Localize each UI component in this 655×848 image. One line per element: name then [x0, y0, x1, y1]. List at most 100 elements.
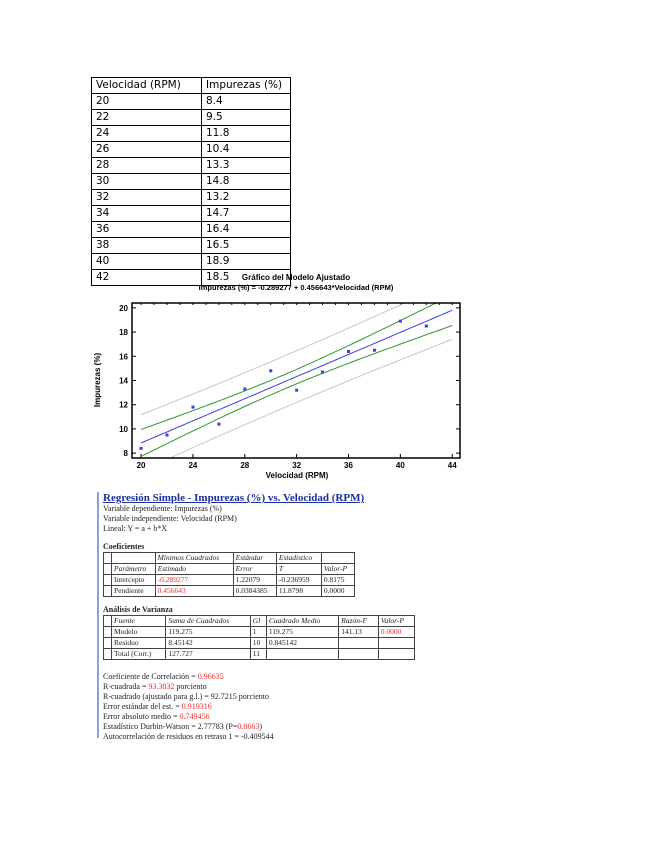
y-tick-label: 12	[119, 401, 128, 410]
statistic-label: Autocorrelación de residuos en retraso 1…	[103, 732, 274, 741]
column-header: Velocidad (RPM)	[91, 77, 202, 94]
statistic-line: Error estándar del est. = 0.919316	[103, 702, 423, 712]
table-cell: 24	[91, 125, 202, 142]
table-cell: 1	[249, 626, 267, 638]
y-tick-label: 8	[124, 449, 129, 458]
prediction-lower-line	[168, 338, 453, 458]
prediction-upper-line	[140, 303, 406, 416]
table-cell: 40	[91, 253, 202, 270]
table-cell: 8.4	[201, 93, 291, 110]
statistic-label: Error absoluto medio =	[103, 712, 180, 721]
table-row: Parámetro Estimado Error T Valor-P	[103, 563, 356, 575]
table-cell: 0.8175	[320, 574, 356, 586]
table-row: 20 8.4	[91, 93, 291, 110]
table-cell	[377, 637, 416, 649]
statistic-label: R-cuadrada =	[103, 682, 149, 691]
table-cell	[338, 648, 379, 660]
statistic-label: R-cuadrado (ajustado para g.l.) = 92.721…	[103, 692, 270, 701]
table-cell: Estándar	[232, 552, 277, 564]
table-row: 28 13.3	[91, 157, 291, 174]
table-row: 30 14.8	[91, 173, 291, 190]
statistic-value: 93.3832	[148, 682, 175, 691]
y-axis-label: Impurezas (%)	[93, 353, 102, 408]
table-cell: Valor-P	[377, 615, 416, 627]
table-cell: 42	[91, 269, 202, 286]
statistic-line: Autocorrelación de residuos en retraso 1…	[103, 732, 423, 742]
confidence-lower-line	[140, 325, 453, 457]
table-cell: Intercepto	[111, 574, 156, 586]
table-row: 34 14.7	[91, 205, 291, 222]
y-tick-label: 16	[119, 352, 128, 361]
table-cell: 0.0384385	[232, 585, 277, 597]
table-cell	[377, 648, 416, 660]
table-cell: 11.8798	[275, 585, 322, 597]
table-cell: Parámetro	[111, 563, 156, 575]
statistic-line: R-cuadrado (ajustado para g.l.) = 92.721…	[103, 692, 423, 702]
data-point	[347, 349, 351, 353]
table-cell	[265, 648, 340, 660]
data-point	[398, 319, 402, 323]
data-point	[191, 405, 195, 409]
table-row: Intercepto -0.289277 1.22079 -0.236959 0.817…	[103, 574, 356, 586]
table-row: Fuente Suma de Cuadrados Gl Cuadrado Medio R…	[103, 615, 416, 627]
table-cell: -0.289277	[154, 574, 234, 586]
table-cell: 16.5	[201, 237, 291, 254]
table-cell: 16.4	[201, 221, 291, 238]
table-cell	[320, 552, 356, 564]
table-cell: 18.5	[201, 269, 291, 286]
data-table: Velocidad (RPM) Impurezas (%) 20 8.4 22 9.5 24…	[91, 77, 291, 286]
statistic-suffix: porciento	[174, 682, 207, 691]
table-cell: 119.275	[265, 626, 340, 638]
chart-subtitle: Impurezas (%) = -0.289277 + 0.456643*Vel…	[199, 283, 394, 292]
table-cell: 32	[91, 189, 202, 206]
table-cell: Error	[232, 563, 277, 575]
model-type: Lineal: Y = a + b*X	[103, 524, 168, 533]
x-tick-label: 36	[344, 461, 353, 470]
y-tick-label: 18	[119, 328, 128, 337]
table-cell: Razón-F	[338, 615, 379, 627]
statistic-label: Coeficiente de Correlación =	[103, 672, 198, 681]
table-cell: Valor-P	[320, 563, 356, 575]
data-point	[139, 446, 143, 450]
table-cell: Gl	[249, 615, 267, 627]
table-cell: 13.3	[201, 157, 291, 174]
table-cell: 26	[91, 141, 202, 158]
table-header-row: Velocidad (RPM) Impurezas (%)	[91, 77, 291, 94]
table-cell: Cuadrado Medio	[265, 615, 340, 627]
table-row: Pendiente 0.456643 0.0384385 11.8798 0.0000	[103, 585, 356, 597]
column-header: Impurezas (%)	[201, 77, 291, 94]
data-point	[321, 370, 325, 374]
table-cell: Total (Corr.)	[110, 648, 167, 660]
anova-table: Fuente Suma de Cuadrados Gl Cuadrado Medio R…	[103, 615, 416, 660]
table-cell: 0.0000	[377, 626, 416, 638]
statistic-line: Estadístico Durbin-Watson = 2.77783 (P=0…	[103, 722, 423, 732]
table-cell: 34	[91, 205, 202, 222]
table-cell: 14.7	[201, 205, 291, 222]
fitted-line	[140, 309, 453, 444]
statistic-line: Coeficiente de Correlación = 0.96635	[103, 672, 423, 682]
statistic-line: Error absoluto medio = 0.749456	[103, 712, 423, 722]
table-cell	[338, 637, 379, 649]
table-row: 40 18.9	[91, 253, 291, 270]
table-cell: Fuente	[110, 615, 167, 627]
table-cell: 1.22079	[232, 574, 277, 586]
table-cell: 0.845142	[265, 637, 340, 649]
table-cell: 11.8	[201, 125, 291, 142]
x-tick-label: 44	[448, 461, 457, 470]
table-row: 24 11.8	[91, 125, 291, 142]
table-cell: 10	[249, 637, 267, 649]
x-tick-label: 32	[292, 461, 301, 470]
x-axis-label: Velocidad (RPM)	[266, 471, 329, 480]
table-row: Mínimos Cuadrados Estándar Estadístico	[103, 552, 356, 564]
table-cell: 18.9	[201, 253, 291, 270]
table-row: 38 16.5	[91, 237, 291, 254]
confidence-upper-line	[140, 303, 438, 430]
table-cell: 38	[91, 237, 202, 254]
table-row: 42 18.5	[91, 269, 291, 286]
regression-title[interactable]: Regresión Simple - Impurezas (%) vs. Vel…	[103, 492, 365, 504]
y-tick-label: 10	[119, 425, 128, 434]
x-tick-label: 24	[188, 461, 197, 470]
table-cell	[111, 552, 156, 564]
table-row: 22 9.5	[91, 109, 291, 126]
statistic-value: 0.919316	[181, 702, 212, 711]
